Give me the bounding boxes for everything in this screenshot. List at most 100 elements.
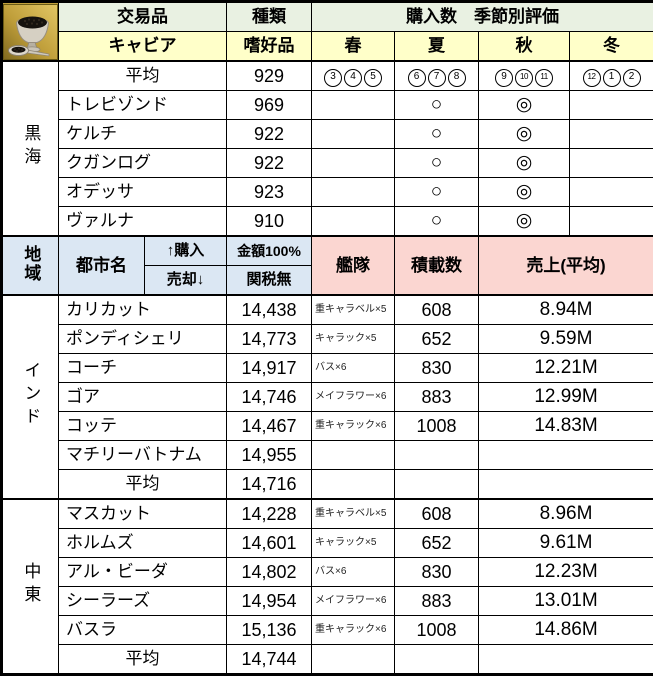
capacity-cell: 883 [395, 587, 479, 616]
table-row: アル・ビーダ 14,802 バス×6 830 12.23M [2, 558, 653, 587]
caviar-icon [3, 4, 58, 60]
region-label: 中東 [22, 562, 40, 608]
purchase-season-header: 購入数 季節別評価 [312, 2, 653, 32]
sales-cell: 12.23M [479, 558, 653, 587]
table-row: マチリーバトナム 14,955 [2, 441, 653, 470]
table-row: バスラ 15,136 重キャラック×6 1008 14.86M [2, 616, 653, 645]
qty-cell: 910 [227, 207, 312, 237]
capacity-cell: 830 [395, 354, 479, 383]
circled-month-number: 6 [408, 69, 426, 87]
fleet-header-cell: 艦隊 [312, 236, 395, 295]
qty-cell: 969 [227, 91, 312, 120]
region-label-cell: 黒海 [2, 61, 59, 236]
fleet-cell [312, 645, 395, 675]
fleet-cell: メイフラワー×6 [312, 383, 395, 412]
sales-cell: 12.21M [479, 354, 653, 383]
city-name-cell: ヴァルナ [59, 207, 227, 237]
table-row: シーラーズ 14,954 メイフラワー×6 883 13.01M [2, 587, 653, 616]
capacity-header-cell: 積載数 [395, 236, 479, 295]
capacity-cell [395, 470, 479, 500]
region-label-cell: インド [2, 295, 59, 499]
season-mark-summer: ○ [395, 149, 479, 178]
circled-month-number: 3 [324, 69, 342, 87]
sales-cell: 14.86M [479, 616, 653, 645]
fleet-cell: バス×6 [312, 558, 395, 587]
item-header-row-2: キャビア 嗜好品 春 夏 秋 冬 [2, 32, 653, 62]
city-name-cell: トレビゾンド [59, 91, 227, 120]
table-row: 中東 マスカット 14,228 重キャラベル×5 608 8.96M [2, 499, 653, 529]
type-header: 種類 [227, 2, 312, 32]
city-name-cell: マスカット [59, 499, 227, 529]
trade-good-header: 交易品 [59, 2, 227, 32]
sales-cell [479, 470, 653, 500]
item-header-row-1: 交易品 種類 購入数 季節別評価 [2, 2, 653, 32]
circled-month-number: 8 [448, 69, 466, 87]
sales-cell: 8.94M [479, 295, 653, 325]
city-name-cell: カリカット [59, 295, 227, 325]
fleet-cell: 重キャラベル×5 [312, 499, 395, 529]
table-row: ポンディシェリ 14,773 キャラック×5 652 9.59M [2, 325, 653, 354]
fleet-cell: キャラック×5 [312, 325, 395, 354]
city-name-cell: バスラ [59, 616, 227, 645]
table-row: ヴァルナ 910 ○ ◎ [2, 207, 653, 237]
table-row: ホルムズ 14,601 キャラック×5 652 9.61M [2, 529, 653, 558]
fleet-cell: 重キャラベル×5 [312, 295, 395, 325]
average-qty-cell: 929 [227, 61, 312, 91]
city-name-cell: マチリーバトナム [59, 441, 227, 470]
region-header-label: 地域 [22, 245, 40, 283]
price-cell: 14,802 [227, 558, 312, 587]
price-cell: 14,955 [227, 441, 312, 470]
season-header-summer: 夏 [395, 32, 479, 62]
city-name-cell: コッテ [59, 412, 227, 441]
item-type: 嗜好品 [227, 32, 312, 62]
capacity-cell: 652 [395, 325, 479, 354]
sales-cell: 12.99M [479, 383, 653, 412]
fleet-cell: 重キャラック×6 [312, 412, 395, 441]
price-cell: 14,773 [227, 325, 312, 354]
season-header-autumn: 秋 [479, 32, 570, 62]
fleet-cell: 重キャラック×6 [312, 616, 395, 645]
buy-header-cell: ↑購入 [145, 236, 227, 266]
season-mark-winter [570, 178, 653, 207]
season-mark-autumn: ◎ [479, 120, 570, 149]
city-name-cell: オデッサ [59, 178, 227, 207]
tax-header-cell: 関税無 [227, 266, 312, 296]
price-cell: 14,438 [227, 295, 312, 325]
sales-cell: 13.01M [479, 587, 653, 616]
item-name: キャビア [59, 32, 227, 62]
season-mark-winter [570, 120, 653, 149]
table-row: オデッサ 923 ○ ◎ [2, 178, 653, 207]
circled-month-number: 12 [583, 69, 601, 87]
price-cell: 14,467 [227, 412, 312, 441]
city-name-cell: ケルチ [59, 120, 227, 149]
fleet-cell [312, 441, 395, 470]
price-cell: 14,228 [227, 499, 312, 529]
season-mark-spring [312, 91, 395, 120]
season-mark-summer: ○ [395, 91, 479, 120]
price-cell: 15,136 [227, 616, 312, 645]
city-name-cell: コーチ [59, 354, 227, 383]
qty-cell: 922 [227, 120, 312, 149]
capacity-cell [395, 645, 479, 675]
sales-cell: 14.83M [479, 412, 653, 441]
qty-cell: 923 [227, 178, 312, 207]
average-row: 平均 14,744 [2, 645, 653, 675]
capacity-cell: 652 [395, 529, 479, 558]
circled-month-number: 9 [495, 69, 513, 87]
city-name-cell: アル・ビーダ [59, 558, 227, 587]
price-cell: 14,601 [227, 529, 312, 558]
region-label-cell: 中東 [2, 499, 59, 675]
city-name-cell: ホルムズ [59, 529, 227, 558]
season-header-winter: 冬 [570, 32, 653, 62]
season-mark-winter [570, 207, 653, 237]
fleet-cell [312, 470, 395, 500]
region-label: インド [22, 361, 40, 430]
average-price-cell: 14,744 [227, 645, 312, 675]
season-mark-summer: ○ [395, 207, 479, 237]
sales-cell: 9.59M [479, 325, 653, 354]
capacity-cell [395, 441, 479, 470]
season-mark-spring [312, 207, 395, 237]
capacity-cell: 608 [395, 295, 479, 325]
